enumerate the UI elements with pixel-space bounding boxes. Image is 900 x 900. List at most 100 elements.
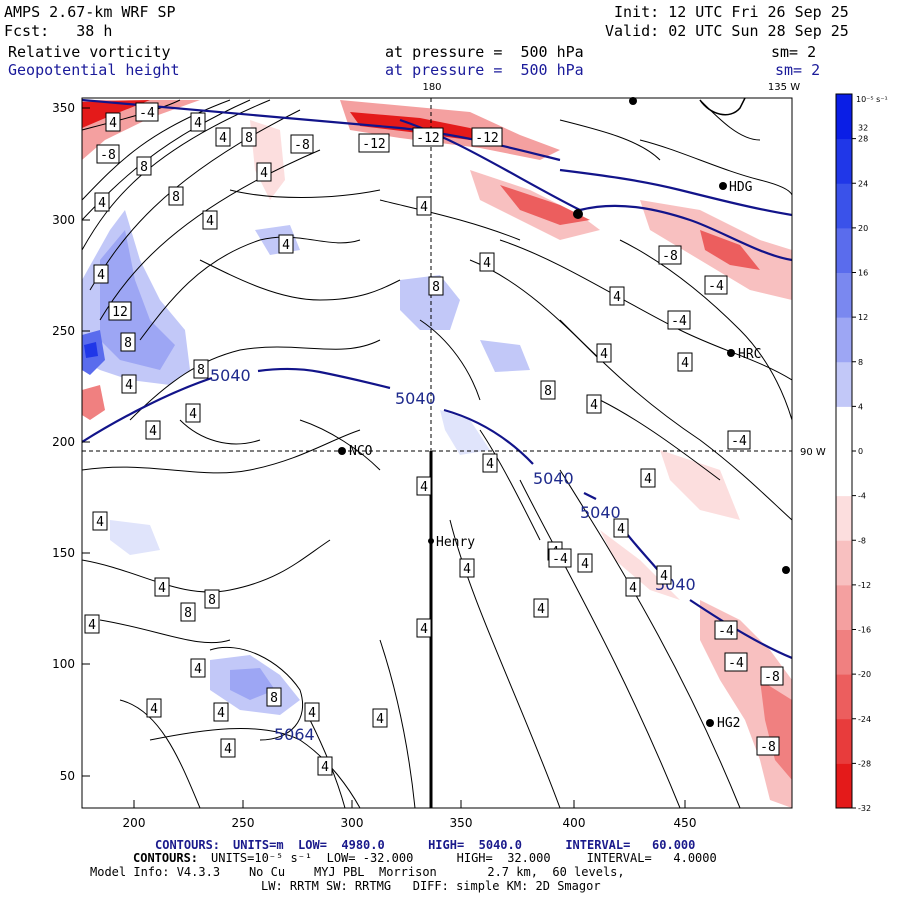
vorticity-label: 4	[586, 394, 602, 414]
axis-ticks	[82, 107, 686, 808]
svg-text:-8: -8	[100, 148, 116, 163]
svg-text:4: 4	[125, 378, 133, 393]
vorticity-label: 4	[190, 112, 206, 132]
colorbar-tick-label: 0	[858, 447, 863, 456]
model-title: AMPS 2.67-km WRF SP	[4, 3, 176, 21]
svg-text:8: 8	[432, 280, 440, 295]
footer-vorticity-contours: UNITS=10⁻⁵ s⁻¹ LOW= -32.000 HIGH= 32.000…	[211, 851, 717, 865]
y-tick-250: 250	[52, 324, 75, 338]
label-90w: 90 W	[800, 447, 826, 458]
height-label: 5040	[580, 503, 621, 522]
y-tick-50: 50	[60, 769, 75, 783]
station-nco-label: NCO	[349, 444, 373, 459]
vorticity-label: 4	[215, 127, 231, 147]
y-tick-350: 350	[52, 101, 75, 115]
svg-text:4: 4	[581, 557, 589, 572]
vorticity-label: 4	[416, 618, 432, 638]
field-2-smoothing: sm= 2	[775, 61, 821, 79]
svg-text:-4: -4	[718, 624, 734, 639]
label-180: 180	[422, 82, 441, 93]
plot-frame	[81, 97, 793, 809]
vorticity-label: 4	[459, 558, 475, 578]
svg-text:-8: -8	[764, 670, 780, 685]
svg-text:4: 4	[617, 522, 625, 537]
height-label: 5040	[395, 389, 436, 408]
svg-text:8: 8	[208, 593, 216, 608]
svg-text:4: 4	[420, 480, 428, 495]
height-label: 5040	[533, 469, 574, 488]
field-1-level: at pressure = 500 hPa	[385, 43, 584, 61]
positive-vorticity-shading	[82, 210, 530, 715]
svg-text:4: 4	[420, 200, 428, 215]
svg-text:-4: -4	[552, 552, 568, 567]
vorticity-label: 4	[145, 420, 161, 440]
geopotential-height-contours	[82, 98, 792, 660]
vorticity-label: 4	[640, 468, 656, 488]
svg-text:4: 4	[97, 268, 105, 283]
svg-text:-4: -4	[708, 279, 724, 294]
svg-text:8: 8	[197, 363, 205, 378]
svg-text:8: 8	[140, 160, 148, 175]
svg-text:-4: -4	[731, 434, 747, 449]
colorbar-tick-label: -24	[858, 715, 871, 724]
svg-text:4: 4	[463, 562, 471, 577]
svg-text:4: 4	[483, 256, 491, 271]
station-hrc-marker	[727, 349, 735, 357]
vorticity-label: -4	[548, 548, 572, 568]
colorbar-tick-label: 32	[858, 123, 868, 132]
colorbar-tick-label: -20	[858, 670, 871, 679]
vorticity-label: 8	[204, 589, 220, 609]
colorbar-tick-label: 28	[858, 135, 868, 144]
vorticity-label: 4	[121, 374, 137, 394]
vorticity-label: -4	[135, 102, 159, 122]
svg-text:4: 4	[660, 569, 668, 584]
vorticity-label: 4	[625, 577, 641, 597]
svg-text:4: 4	[629, 581, 637, 596]
svg-text:4: 4	[98, 196, 106, 211]
vorticity-label: 12	[108, 301, 132, 321]
vorticity-label: 4	[372, 708, 388, 728]
vorticity-labels: 4 -4 4 4 8 -8 -12 -12 -12 -8 8 4 4 8 4 4 4 4 4 12 8 8 8 4 8 4 4 4 -8…	[84, 102, 784, 776]
vorticity-label: 4	[677, 352, 693, 372]
station-hrc-label: HRC	[738, 347, 761, 362]
vorticity-label: -12	[412, 127, 444, 147]
label-135w: 135 W	[768, 82, 800, 93]
colorbar-unit: 10⁻⁵ s⁻¹	[856, 95, 888, 104]
vorticity-label: 4	[656, 565, 672, 585]
svg-text:-8: -8	[294, 138, 310, 153]
svg-text:4: 4	[600, 347, 608, 362]
vorticity-label: 8	[168, 186, 184, 206]
vorticity-label: 4	[533, 598, 549, 618]
vorticity-label: 4	[84, 614, 100, 634]
vorticity-label: 4	[93, 264, 109, 284]
svg-text:12: 12	[112, 305, 128, 320]
y-tick-100: 100	[52, 657, 75, 671]
svg-text:4: 4	[109, 116, 117, 131]
footer-physics-info: LW: RRTM SW: RRTMG DIFF: simple KM: 2D S…	[261, 879, 601, 893]
svg-text:8: 8	[172, 190, 180, 205]
vorticity-label: 8	[540, 380, 556, 400]
vorticity-label: 4	[213, 702, 229, 722]
colorbar-tick-label: 8	[858, 358, 863, 367]
svg-text:4: 4	[189, 407, 197, 422]
vorticity-label: 8	[428, 276, 444, 296]
vorticity-label: -4	[727, 430, 751, 450]
svg-text:4: 4	[217, 706, 225, 721]
vorticity-label: -4	[724, 652, 748, 672]
svg-text:-4: -4	[728, 656, 744, 671]
footer-model-info: Model Info: V4.3.3 No Cu MYJ PBL Morriso…	[90, 865, 625, 879]
vorticity-label: 4	[190, 658, 206, 678]
vorticity-label: 4	[92, 511, 108, 531]
vorticity-label: 4	[256, 162, 272, 182]
negative-vorticity-shading	[82, 100, 792, 808]
height-label: 5064	[274, 725, 315, 744]
svg-text:4: 4	[590, 398, 598, 413]
field-1-smoothing: sm= 2	[771, 43, 817, 61]
valid-time: Valid: 02 UTC Sun 28 Sep 25	[605, 22, 849, 40]
svg-text:-8: -8	[760, 740, 776, 755]
vorticity-label: 4	[596, 343, 612, 363]
forecast-hour: Fcst: 38 h	[4, 22, 113, 40]
y-tick-150: 150	[52, 546, 75, 560]
vorticity-label: 4	[185, 403, 201, 423]
svg-text:4: 4	[681, 356, 689, 371]
